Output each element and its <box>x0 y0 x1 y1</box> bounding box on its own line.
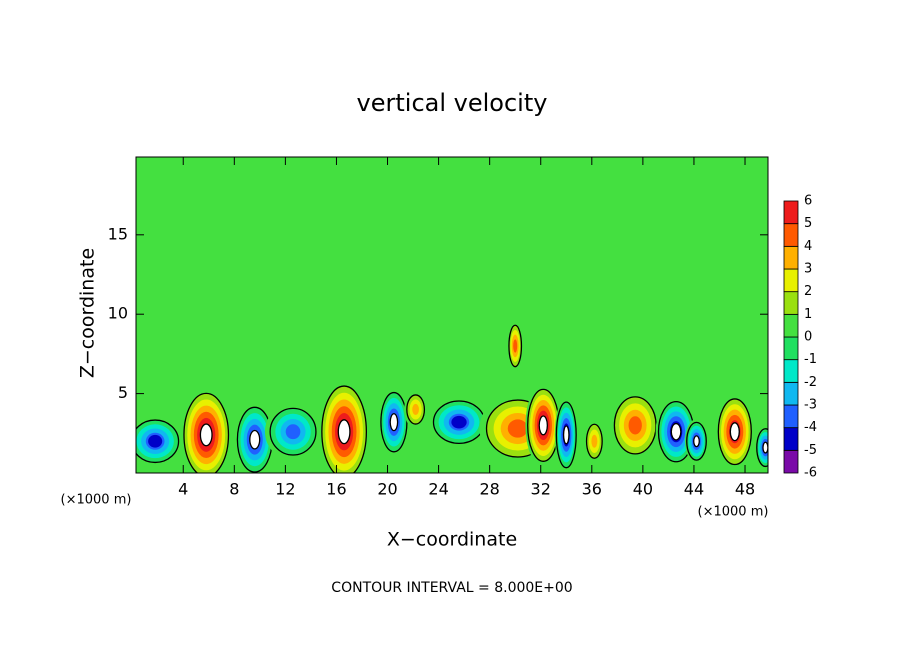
x-tick-label: 8 <box>229 480 239 499</box>
colorbar-box <box>783 336 799 361</box>
x-tick-label: 4 <box>178 480 188 499</box>
contour-band <box>148 434 163 448</box>
contour-band <box>199 423 213 447</box>
velocity-cell <box>404 390 428 429</box>
colorbar-box <box>783 381 799 406</box>
velocity-cell <box>180 387 232 473</box>
footer-note: CONTOUR INTERVAL = 8.000E+00 <box>331 580 572 596</box>
contour-band <box>591 434 598 448</box>
contour-band <box>389 413 399 432</box>
colorbar-label: 6 <box>804 194 812 209</box>
contour-band <box>693 435 700 448</box>
colorbar-label: 2 <box>804 284 812 299</box>
x-tick-label: 16 <box>326 480 346 499</box>
x-axis-label: X−coordinate <box>387 529 517 551</box>
colorbar-label: 1 <box>804 307 812 322</box>
contour-band <box>729 422 740 442</box>
velocity-cell <box>318 379 370 473</box>
contour-band <box>412 403 419 416</box>
colorbar-label: 5 <box>804 216 812 231</box>
colorbar-box <box>783 427 799 451</box>
colorbar-label: -5 <box>804 443 817 458</box>
colorbar-box <box>783 268 799 293</box>
plot-frame <box>135 156 769 474</box>
x-tick-label: 40 <box>633 480 653 499</box>
colorbar-label: -6 <box>804 466 817 481</box>
y-axis-label: Z−coordinate <box>77 248 99 378</box>
colorbar-box <box>783 313 799 338</box>
contour-band <box>285 424 301 440</box>
x-tick-label: 12 <box>275 480 295 499</box>
x-tick-label: 36 <box>582 480 602 499</box>
colorbar-box <box>783 223 799 247</box>
colorbar-label: -2 <box>804 375 817 390</box>
contour-band <box>628 416 642 435</box>
contour-band <box>451 415 467 429</box>
colorbar-label: -4 <box>804 420 817 435</box>
contour-band <box>507 419 528 438</box>
colorbar-box <box>783 291 799 315</box>
colorbar-box <box>783 245 799 270</box>
x-tick-label: 32 <box>531 480 551 499</box>
velocity-cell <box>609 390 661 461</box>
y-tick-label: 15 <box>108 224 128 243</box>
chart-title: vertical velocity <box>357 89 548 117</box>
contour-band <box>562 425 570 445</box>
velocity-cell <box>136 415 184 467</box>
y-tick-label: 5 <box>118 383 128 402</box>
x-tick-label: 48 <box>735 480 755 499</box>
velocity-cell <box>378 387 410 458</box>
contour-band <box>762 441 768 454</box>
velocity-cell <box>685 419 708 464</box>
velocity-cell <box>655 396 697 467</box>
velocity-cell <box>554 396 578 473</box>
contour-band <box>337 419 351 445</box>
colorbar-label: 3 <box>804 262 812 277</box>
axes <box>136 157 768 473</box>
colorbar-label: 4 <box>804 239 812 254</box>
colorbar-label: -3 <box>804 398 817 413</box>
velocity-cell <box>428 396 490 448</box>
contour-band <box>249 429 261 450</box>
velocity-cell <box>525 384 562 467</box>
velocity-cell <box>755 425 768 470</box>
contour-band <box>670 422 682 441</box>
velocity-cell <box>715 393 754 470</box>
y-tick-label: 10 <box>108 304 128 323</box>
contour-band <box>513 339 518 353</box>
x-unit-left: (×1000 m) <box>61 493 132 508</box>
colorbar-label: 0 <box>804 330 812 345</box>
colorbar-box <box>783 404 799 429</box>
field <box>136 320 768 473</box>
colorbar-box <box>783 359 799 383</box>
x-unit-right: (×1000 m) <box>698 505 769 520</box>
colorbar-box <box>783 200 799 225</box>
contour-band <box>538 415 549 436</box>
x-tick-label: 44 <box>684 480 704 499</box>
x-tick-label: 20 <box>377 480 397 499</box>
velocity-cell <box>584 419 605 464</box>
colorbar-box <box>783 449 799 474</box>
x-tick-label: 28 <box>479 480 499 499</box>
colorbar-label: -1 <box>804 352 817 367</box>
velocity-cell <box>234 401 276 473</box>
x-tick-label: 24 <box>428 480 448 499</box>
velocity-cell <box>507 320 523 372</box>
velocity-cell <box>264 403 322 461</box>
